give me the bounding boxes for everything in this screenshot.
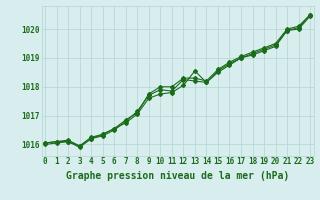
X-axis label: Graphe pression niveau de la mer (hPa): Graphe pression niveau de la mer (hPa) [66, 171, 289, 181]
